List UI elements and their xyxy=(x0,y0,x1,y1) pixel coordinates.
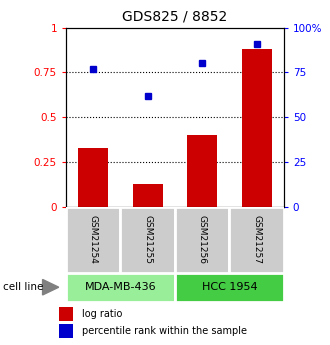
Text: GSM21255: GSM21255 xyxy=(143,215,152,264)
Text: GSM21257: GSM21257 xyxy=(252,215,261,264)
Text: percentile rank within the sample: percentile rank within the sample xyxy=(82,326,247,336)
Bar xyxy=(187,135,217,207)
Text: log ratio: log ratio xyxy=(82,309,122,319)
Text: GSM21256: GSM21256 xyxy=(198,215,207,264)
Bar xyxy=(59,307,73,321)
Text: MDA-MB-436: MDA-MB-436 xyxy=(84,282,156,292)
Title: GDS825 / 8852: GDS825 / 8852 xyxy=(122,10,227,24)
Text: cell line: cell line xyxy=(3,282,44,292)
Bar xyxy=(59,324,73,338)
Polygon shape xyxy=(43,279,59,295)
Text: GSM21254: GSM21254 xyxy=(89,215,98,264)
Bar xyxy=(175,273,284,302)
Bar xyxy=(78,148,108,207)
Bar xyxy=(66,207,120,273)
Bar xyxy=(66,273,175,302)
Bar xyxy=(229,207,284,273)
Bar xyxy=(120,207,175,273)
Bar xyxy=(175,207,229,273)
Bar xyxy=(133,184,163,207)
Bar xyxy=(242,49,272,207)
Text: HCC 1954: HCC 1954 xyxy=(202,282,257,292)
